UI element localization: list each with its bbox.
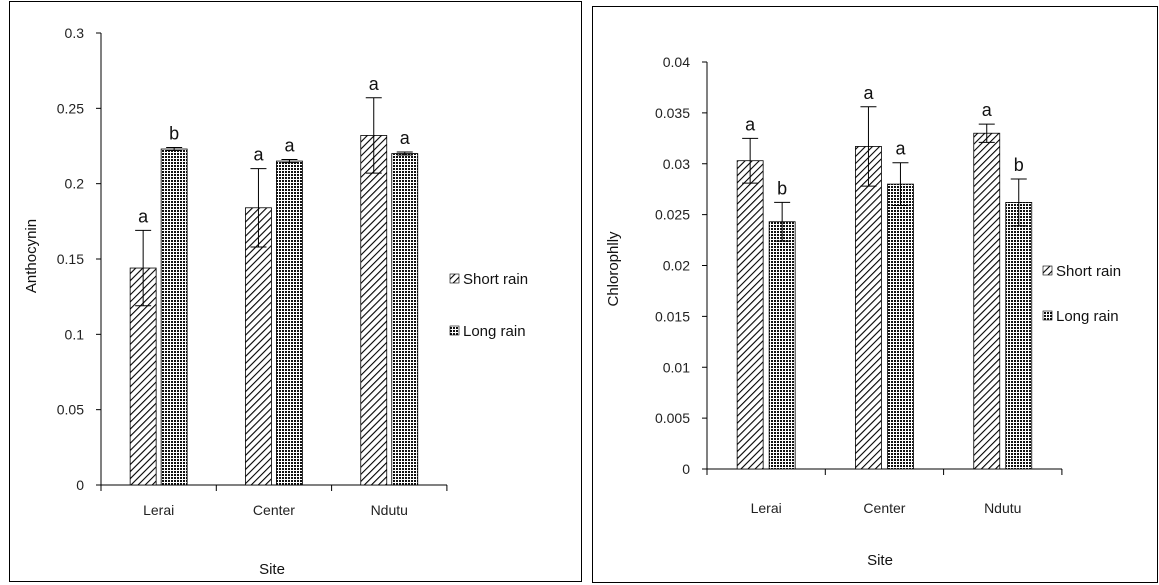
anthocynin-bar-short-rain <box>360 135 388 486</box>
chlorophlly-bar-long-rain <box>1005 202 1033 470</box>
chlorophlly-y-tick-label: 0.03 <box>663 156 690 172</box>
anthocynin-y-axis-title: Anthocynin <box>23 219 40 293</box>
anthocynin-x-tick-label: Lerai <box>143 502 174 518</box>
anthocynin-error-bar <box>281 159 298 164</box>
chlorophlly-significance-letter: a <box>745 114 756 134</box>
chlorophlly-y-tick-label: 0.005 <box>655 410 690 426</box>
chlorophlly-y-tick-label: 0.025 <box>655 207 690 223</box>
chlorophlly-significance-letter: b <box>1014 155 1024 175</box>
anthocynin-x-tick-label: Center <box>253 502 295 518</box>
anthocynin-y-tick-label: 0.05 <box>57 402 84 418</box>
chlorophlly-chart-panel: Chlorophlly Site 0 0.005 0.01 0.015 0.02 0.02… <box>592 6 1158 583</box>
chlorophlly-y-axis-title: Chlorophlly <box>605 231 622 307</box>
anthocynin-y-tick-label: 0 <box>76 477 84 493</box>
anthocynin-significance-letter: a <box>138 206 149 226</box>
chlorophlly-legend: Short rain Long rain <box>1042 263 1121 325</box>
chlorophlly-x-tick-label: Ndutu <box>984 500 1021 516</box>
chlorophlly-legend-swatch-long-rain <box>1042 310 1053 321</box>
anthocynin-y-tick-label: 0.1 <box>65 326 85 342</box>
chlorophlly-y-tick-label: 0.01 <box>663 359 690 375</box>
anthocynin-chart-panel: Anthocynin Site 0 0.05 0.1 0.15 0.2 0.25 0.3 Le… <box>9 1 582 582</box>
chlorophlly-bar-short-rain <box>736 160 764 470</box>
chlorophlly-error-bar <box>1010 178 1027 227</box>
chlorophlly-plot-area: 0 0.005 0.01 0.015 0.02 0.025 0.03 0.035 0.04 Ler… <box>655 54 1063 516</box>
chlorophlly-legend-swatch-short-rain <box>1042 265 1053 276</box>
chlorophlly-x-axis-title: Site <box>867 552 893 569</box>
anthocynin-bar-long-rain <box>160 148 188 486</box>
anthocynin-error-bar <box>250 168 267 248</box>
anthocynin-legend-label: Short rain <box>463 271 528 288</box>
anthocynin-y-tick-label: 0.15 <box>57 251 84 267</box>
chlorophlly-significance-letter: a <box>895 139 906 159</box>
chlorophlly-error-bar <box>742 137 759 184</box>
anthocynin-error-bar <box>135 229 152 307</box>
chlorophlly-y-tick-label: 0 <box>682 461 690 477</box>
chlorophlly-error-bar <box>892 162 909 206</box>
chlorophlly-y-tick-label: 0.02 <box>663 258 690 274</box>
anthocynin-error-bar <box>396 151 413 156</box>
chlorophlly-bar-long-rain <box>887 183 914 470</box>
chlorophlly-legend-label: Short rain <box>1056 263 1121 280</box>
chlorophlly-y-tick-label: 0.04 <box>663 54 690 70</box>
anthocynin-legend-swatch-long-rain <box>449 325 460 336</box>
chlorophlly-error-bar <box>860 106 877 187</box>
anthocynin-significance-letter: b <box>169 124 179 144</box>
chlorophlly-error-bar <box>978 123 995 143</box>
anthocynin-significance-letter: a <box>253 145 264 165</box>
chlorophlly-x-tick-label: Lerai <box>751 500 782 516</box>
anthocynin-y-tick-label: 0.3 <box>65 25 85 41</box>
chlorophlly-significance-letter: b <box>777 178 787 198</box>
anthocynin-legend-label: Long rain <box>463 323 526 340</box>
chlorophlly-y-tick-label: 0.015 <box>655 308 690 324</box>
anthocynin-significance-letter: a <box>284 136 295 156</box>
chlorophlly-error-bar <box>774 201 791 242</box>
anthocynin-bar-long-rain <box>391 153 419 486</box>
anthocynin-legend: Short rain Long rain <box>449 271 528 340</box>
chlorophlly-legend-label: Long rain <box>1056 308 1119 325</box>
chlorophlly-significance-letter: a <box>982 100 993 120</box>
anthocynin-legend-swatch-short-rain <box>449 273 460 284</box>
anthocynin-x-tick-label: Ndutu <box>371 502 408 518</box>
anthocynin-y-tick-label: 0.25 <box>57 100 84 116</box>
anthocynin-significance-letter: a <box>400 128 411 148</box>
anthocynin-bar-short-rain <box>245 207 272 486</box>
chlorophlly-bar-long-rain <box>768 221 796 470</box>
chlorophlly-y-tick-label: 0.035 <box>655 105 690 121</box>
chlorophlly-x-tick-label: Center <box>863 500 905 516</box>
chlorophlly-bar-short-rain <box>973 132 1001 470</box>
chlorophlly-significance-letter: a <box>863 83 874 103</box>
anthocynin-error-bar <box>365 97 382 174</box>
anthocynin-significance-letter: a <box>369 74 380 94</box>
anthocynin-bar-long-rain <box>276 160 303 486</box>
chlorophlly-bar-short-rain <box>855 146 882 470</box>
anthocynin-y-tick-label: 0.2 <box>65 176 85 192</box>
anthocynin-error-bar <box>166 147 183 152</box>
anthocynin-x-axis-title: Site <box>259 561 285 578</box>
